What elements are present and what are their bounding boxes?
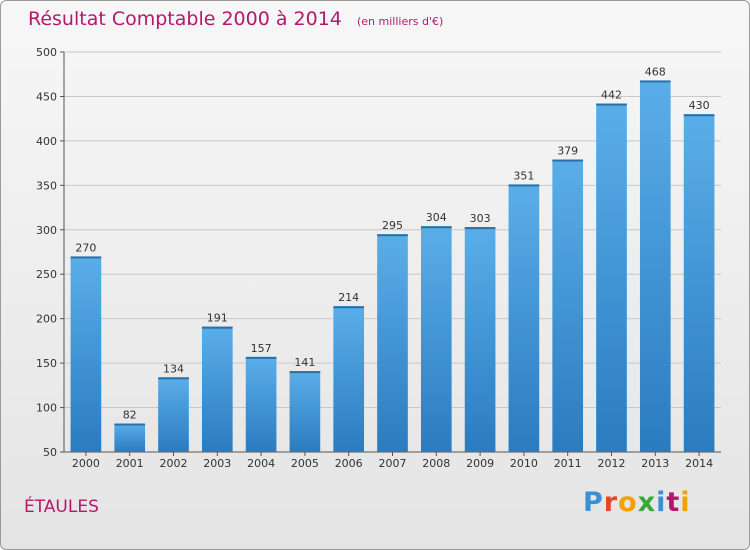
bar-top-edge [464,227,496,230]
logo-letter: i [680,487,691,518]
bar-2011 [552,159,584,453]
bar-top-edge [639,80,671,83]
bar-2001 [114,423,146,452]
x-tick-label: 2001 [116,457,144,470]
bar-2006 [333,306,365,452]
value-label: 303 [470,212,491,225]
logo-letter: t [666,487,681,518]
x-tick-label: 2007 [379,457,407,470]
value-label: 442 [601,89,622,102]
x-tick-labels: 2000 2001 2002 2003 2004 2005 2006 2007 2008 2009… [72,452,713,470]
logo-letter: P [583,487,604,518]
bar-top-edge [596,103,627,106]
bar-top-edge [420,226,452,229]
y-tick-label: 200 [36,313,57,326]
bar-2014 [683,114,715,452]
bar-top-edge [508,184,540,187]
value-label: 379 [557,145,578,158]
value-label: 468 [645,65,666,78]
logo-letter: r [603,487,619,518]
proxiti-logo: Proxiti [583,487,691,518]
value-label: 134 [163,362,184,375]
x-tick-label: 2011 [554,457,582,470]
bar-2003 [201,326,233,452]
bar-top-edge [70,256,102,259]
bar-top-edge [377,234,408,237]
logo-letter: o [618,487,638,518]
y-tick-label: 400 [36,135,57,148]
x-tick-label: 2006 [335,457,363,470]
x-tick-label: 2013 [641,457,669,470]
bar-top-edge [158,377,189,380]
x-tick-label: 2014 [685,457,713,470]
bar-2007 [377,234,408,452]
bar-top-edge [683,114,715,117]
bar-2005 [289,371,321,452]
bar-2013 [639,80,671,452]
chart-title: Résultat Comptable 2000 à 2014 [28,8,342,30]
x-tick-label: 2012 [598,457,626,470]
value-label: 214 [338,291,359,304]
value-label: 270 [75,241,96,254]
bar-top-edge [333,306,365,309]
bar-top-edge [114,423,146,426]
x-tick-label: 2005 [291,457,319,470]
y-tick-label: 350 [36,179,57,192]
commune-name: ÉTAULES [24,497,99,517]
bar-top-edge [201,326,233,329]
value-label: 430 [689,99,710,112]
bar-2010 [508,184,540,452]
x-tick-label: 2004 [247,457,275,470]
y-tick-label: 450 [36,90,57,103]
value-label: 141 [294,356,315,369]
x-tick-label: 2008 [422,457,450,470]
bar-top-edge [289,371,321,374]
y-tick-label: 100 [36,402,57,415]
value-label: 351 [513,169,534,182]
x-tick-label: 2000 [72,457,100,470]
bar-2008 [420,226,452,452]
value-label: 82 [123,409,137,422]
y-tick-labels: 50 100 150 200 250 300 350 400 450 500 [36,46,57,459]
value-labels: 270 82 134 191 157 141 214 295 304 303 351 379 442 46… [75,65,709,421]
value-label: 157 [251,342,272,355]
y-tick-label: 150 [36,357,57,370]
bar-top-edge [552,159,584,162]
chart-subtitle: (en milliers d'€) [356,15,444,28]
chart-title-row: Résultat Comptable 2000 à 2014 (en milli… [28,8,443,30]
bar-2009 [464,227,496,452]
x-tick-label: 2002 [160,457,188,470]
bar-2004 [245,356,277,452]
value-label: 191 [207,312,228,325]
bar-top-edge [245,356,277,359]
bar-2000 [70,256,102,452]
bar-2012 [596,103,627,453]
value-label: 295 [382,219,403,232]
bar-2002 [158,377,189,452]
y-tick-label: 250 [36,268,57,281]
y-tick-label: 300 [36,224,57,237]
x-tick-label: 2010 [510,457,538,470]
value-label: 304 [426,211,447,224]
x-tick-label: 2003 [203,457,231,470]
bars [70,80,715,453]
x-tick-label: 2009 [466,457,494,470]
logo-letter: x [637,487,657,518]
logo-letter: i [656,487,667,518]
y-tick-label: 50 [43,446,57,459]
y-tick-label: 500 [36,46,57,59]
